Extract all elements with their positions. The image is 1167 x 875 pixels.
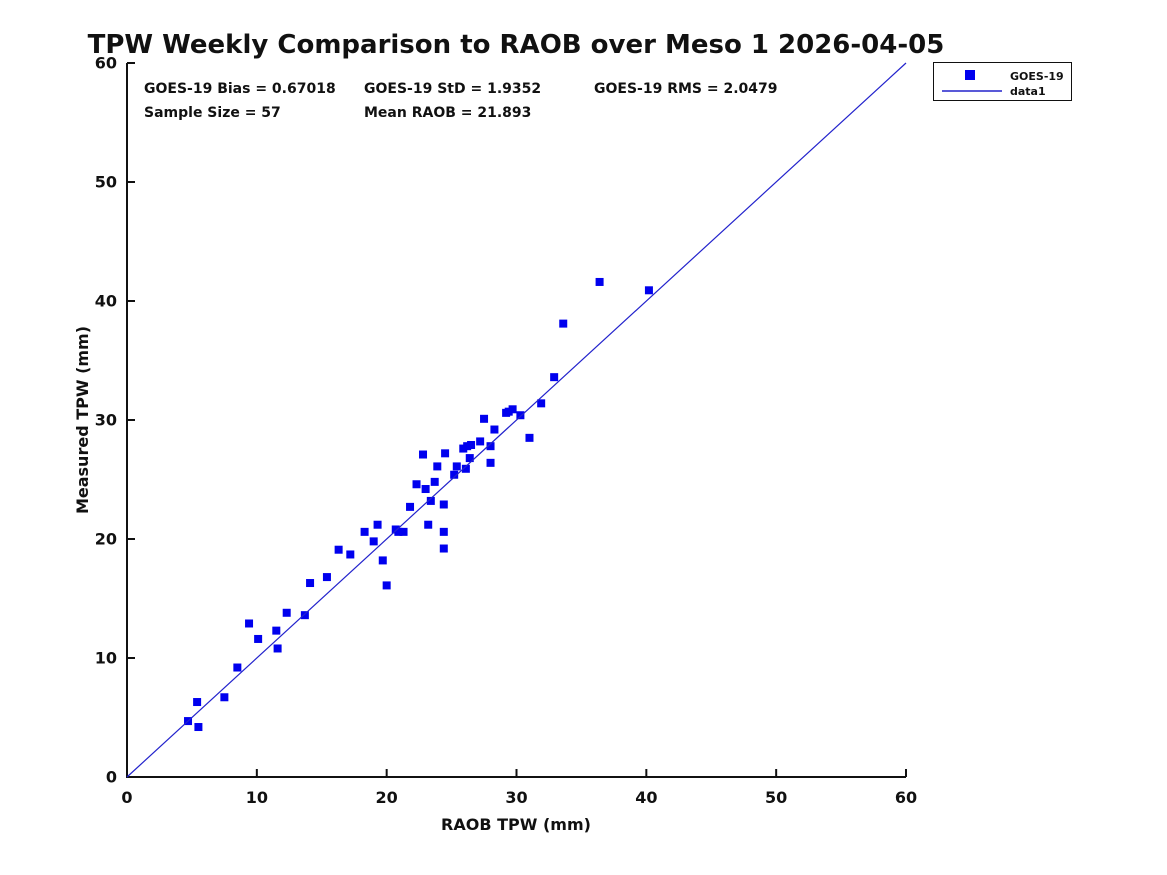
y-tick-label: 50 xyxy=(95,173,117,192)
scatter-point xyxy=(378,556,387,565)
scatter-point xyxy=(334,545,343,554)
scatter-point xyxy=(306,579,315,588)
scatter-point xyxy=(194,723,203,732)
scatter-point xyxy=(595,277,604,286)
x-tick-label: 30 xyxy=(505,788,527,807)
chart-title: TPW Weekly Comparison to RAOB over Meso … xyxy=(88,30,945,60)
x-tick-label: 0 xyxy=(121,788,132,807)
legend-box xyxy=(933,62,1072,101)
legend-entry-data1: data1 xyxy=(1010,85,1046,98)
stat-bias: GOES-19 Bias = 0.67018 xyxy=(144,81,336,97)
scatter-point xyxy=(465,454,474,463)
scatter-point xyxy=(450,470,459,479)
legend-entry-goes19: GOES-19 xyxy=(1010,70,1064,83)
scatter-point xyxy=(508,405,517,414)
scatter-point xyxy=(525,433,534,442)
legend-marker-square-icon xyxy=(965,70,975,80)
y-tick-label: 30 xyxy=(95,411,117,430)
scatter-point xyxy=(220,693,229,702)
scatter-point xyxy=(245,619,254,628)
x-axis-label: RAOB TPW (mm) xyxy=(441,815,591,834)
scatter-point xyxy=(439,544,448,553)
scatter-point xyxy=(382,581,391,590)
scatter-point xyxy=(399,527,408,536)
x-tick-label: 60 xyxy=(895,788,917,807)
stat-std: GOES-19 StD = 1.9352 xyxy=(364,81,541,97)
scatter-point xyxy=(272,626,281,635)
scatter-point xyxy=(373,520,382,529)
x-tick-label: 10 xyxy=(246,788,268,807)
identity-line xyxy=(126,62,907,778)
scatter-point xyxy=(433,462,442,471)
scatter-point xyxy=(406,502,415,511)
scatter-point xyxy=(426,496,435,505)
x-tick-label: 50 xyxy=(765,788,787,807)
scatter-point xyxy=(360,527,369,536)
y-tick-label: 60 xyxy=(95,54,117,73)
scatter-point xyxy=(254,634,263,643)
stat-mean-raob: Mean RAOB = 21.893 xyxy=(364,105,531,121)
scatter-point xyxy=(439,527,448,536)
scatter-point xyxy=(486,442,495,451)
scatter-point xyxy=(559,319,568,328)
scatter-point xyxy=(490,425,499,434)
scatter-point xyxy=(233,663,242,672)
y-tick-label: 40 xyxy=(95,292,117,311)
stat-sample-size: Sample Size = 57 xyxy=(144,105,281,121)
scatter-point xyxy=(476,437,485,446)
scatter-point xyxy=(644,286,653,295)
scatter-point xyxy=(412,480,421,489)
legend: GOES-19 data1 xyxy=(933,62,1072,101)
scatter-point xyxy=(452,462,461,471)
plot-area: 0 10 20 30 40 50 60 0 10 20 30 40 50 60 xyxy=(95,54,917,808)
x-tick-label: 20 xyxy=(376,788,398,807)
y-tick-label: 20 xyxy=(95,530,117,549)
y-tick-label: 0 xyxy=(106,768,117,787)
scatter-point xyxy=(441,449,450,458)
scatter-point xyxy=(421,485,430,494)
scatter-point xyxy=(394,527,403,536)
x-tick-label: 40 xyxy=(635,788,657,807)
scatter-point xyxy=(369,537,378,546)
scatter-point xyxy=(273,644,282,653)
scatter-point xyxy=(480,414,489,423)
scatter-point xyxy=(537,399,546,408)
scatter-point xyxy=(430,477,439,486)
scatter-point xyxy=(419,450,428,459)
scatter-point xyxy=(467,440,476,449)
scatter-point xyxy=(424,520,433,529)
scatter-point xyxy=(486,458,495,467)
stat-rms: GOES-19 RMS = 2.0479 xyxy=(594,81,778,97)
scatter-point xyxy=(282,608,291,617)
y-axis-label: Measured TPW (mm) xyxy=(73,326,92,514)
scatter-point xyxy=(300,611,309,620)
scatter-point xyxy=(516,411,525,420)
scatter-point xyxy=(193,698,202,707)
scatter-point xyxy=(322,573,331,582)
scatter-point xyxy=(439,500,448,509)
scatter-point xyxy=(550,373,559,382)
scatter-point xyxy=(461,464,470,473)
y-tick-label: 10 xyxy=(95,649,117,668)
scatter-point xyxy=(346,550,355,559)
